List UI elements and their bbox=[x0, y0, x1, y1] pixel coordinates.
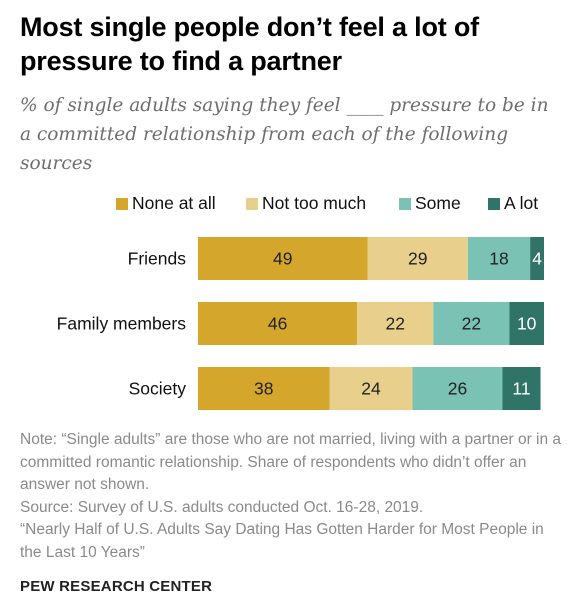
bar-friends-some bbox=[467, 237, 531, 280]
category-label-society: Society bbox=[129, 379, 187, 399]
data-label-society-some: 26 bbox=[448, 379, 467, 399]
legend-label-a-lot: A lot bbox=[504, 193, 538, 213]
data-label-society-a-lot: 11 bbox=[512, 379, 530, 399]
legend-label-none-at-all: None at all bbox=[132, 193, 216, 213]
bar-family-members-none-at-all bbox=[198, 302, 358, 345]
bar-society-some bbox=[412, 367, 503, 410]
bar-family-members-not-too-much bbox=[357, 302, 434, 345]
stacked-bar-chart: None at all Not too much Some A lot Friends… bbox=[57, 193, 544, 410]
note-text: Note: “Single adults” are those who are … bbox=[20, 431, 562, 493]
legend: None at all Not too much Some A lot bbox=[116, 193, 538, 213]
legend-label-not-too-much: Not too much bbox=[262, 193, 366, 213]
data-label-family-members-not-too-much: 22 bbox=[385, 314, 404, 334]
category-label-family-members: Family members bbox=[57, 314, 187, 334]
legend-swatch-none-at-all bbox=[116, 198, 128, 210]
notes: Note: “Single adults” are those who are … bbox=[20, 429, 565, 564]
data-label-friends-not-too-much: 29 bbox=[408, 249, 427, 269]
bars: Friends 49 29 18 4 Family members 46 22 22 10 Soci… bbox=[57, 237, 544, 410]
data-label-family-members-none-at-all: 46 bbox=[268, 314, 287, 334]
data-label-society-not-too-much: 24 bbox=[361, 379, 381, 399]
bar-society-not-too-much bbox=[329, 367, 413, 410]
legend-label-some: Some bbox=[415, 193, 461, 213]
bar-society-a-lot bbox=[502, 367, 541, 410]
data-label-friends-a-lot: 4 bbox=[532, 249, 542, 269]
report-title: “Nearly Half of U.S. Adults Say Dating H… bbox=[20, 521, 544, 561]
category-label-friends: Friends bbox=[128, 249, 187, 269]
legend-swatch-some bbox=[399, 198, 411, 210]
data-label-family-members-some: 22 bbox=[462, 314, 481, 334]
bar-family-members-a-lot bbox=[509, 302, 544, 345]
data-label-society-none-at-all: 38 bbox=[254, 379, 273, 399]
chart-subtitle: % of single adults saying they feel ____… bbox=[20, 95, 549, 174]
source-text: Source: Survey of U.S. adults conducted … bbox=[20, 498, 424, 516]
bar-family-members-some bbox=[433, 302, 510, 345]
data-label-family-members-a-lot: 10 bbox=[517, 314, 537, 334]
chart-title: Most single people don’t feel a lot of p… bbox=[20, 12, 479, 76]
bar-friends-none-at-all bbox=[198, 237, 368, 280]
bar-friends-not-too-much bbox=[367, 237, 468, 280]
brand-logo-text: PEW RESEARCH CENTER bbox=[20, 578, 213, 595]
data-label-friends-some: 18 bbox=[489, 249, 508, 269]
data-label-friends-none-at-all: 49 bbox=[273, 249, 292, 269]
legend-swatch-not-too-much bbox=[246, 198, 258, 210]
legend-swatch-a-lot bbox=[488, 198, 500, 210]
bar-friends-a-lot bbox=[530, 237, 544, 280]
bar-society-none-at-all bbox=[198, 367, 330, 410]
